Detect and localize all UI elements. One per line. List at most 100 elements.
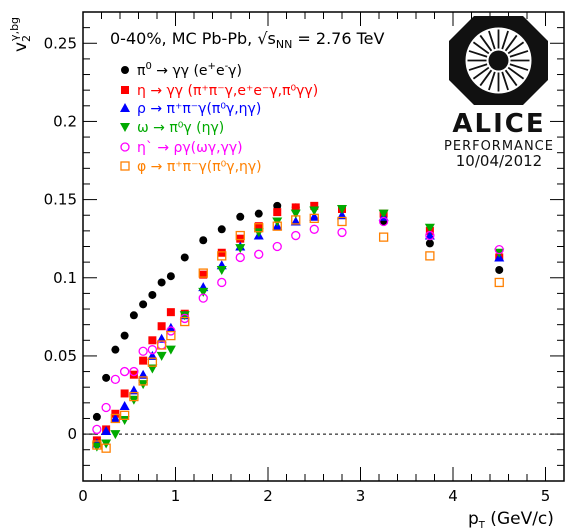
data-point-series-1 [157,322,166,331]
y-tick-label: 0.05 [44,347,77,365]
data-point-series-4 [235,252,245,263]
alice-logo-center [488,50,509,71]
data-point-series-0 [425,239,434,248]
data-point-series-4 [337,227,347,238]
data-point-series-0 [166,272,175,281]
data-point-series-0 [139,300,148,309]
alice-logo-name: ALICE [452,109,545,139]
data-point-series-5 [425,251,435,261]
data-point-series-3 [165,345,176,355]
alice-logo-spoke [488,71,496,91]
data-point-series-5 [166,330,176,341]
data-point-series-3 [337,204,347,214]
data-point-series-3 [156,351,167,361]
data-point-series-0 [199,236,208,245]
data-point-series-0 [129,311,138,320]
chart-annotation: 0-40%, MC Pb-Pb, √sNN = 2.76 TeV [110,29,385,51]
legend-label-pi0: π0 → γγ (e+e-γ) [137,61,242,79]
data-point-series-5 [309,213,319,224]
axis-tick-labels: 0 1 2 3 4 5 0 0.05 0.1 0.15 0.2 0.25 [44,34,551,505]
data-point-series-1 [139,356,148,365]
data-point-series-4 [378,216,389,227]
data-point-series-4 [254,249,264,259]
data-point-series-5 [291,215,301,225]
y-tick-label: 0.25 [44,34,77,52]
data-point-series-0 [254,209,263,218]
data-point-series-3 [424,223,435,233]
data-point-series-3 [198,287,209,297]
data-point-series-2 [309,211,320,221]
data-point-series-3 [253,228,264,238]
data-point-series-0 [120,331,129,340]
data-point-series-5 [378,232,389,242]
alice-logo-spoke [468,63,488,71]
data-point-series-3 [235,244,246,254]
data-point-series-3 [216,265,227,275]
data-point-series-3 [309,206,320,216]
data-point-series-5 [235,230,245,241]
legend-label-etaprime: η` → ργ(ωγ,γγ) [137,140,243,156]
data-point-series-0 [102,373,111,382]
data-point-series-4 [147,345,158,355]
legend-marker-series-5 [120,161,130,171]
data-point-series-4 [217,277,227,288]
data-point-series-4 [166,326,176,336]
data-point-series-5 [138,376,148,386]
alice-logo-spoke [504,69,518,87]
x-tick-label: 2 [263,487,273,505]
data-point-series-0 [273,201,282,210]
y-tick-label: 0 [67,425,77,443]
data-point-series-1 [129,370,138,379]
alice-logo-spoke [507,41,525,55]
data-point-series-0 [495,265,504,274]
alice-logo: ALICE PERFORMANCE 10/04/2012 [444,16,554,170]
data-point-series-5 [110,413,121,424]
alice-logo-subtitle: PERFORMANCE [444,139,554,154]
y-tick-label: 0.15 [44,191,77,209]
data-point-series-4 [138,346,148,356]
legend-label-rho: ρ → π⁺π⁻γ(π⁰γ,ηγ) [137,101,261,117]
data-point-series-4 [110,374,121,385]
data-point-series-5 [494,277,504,288]
data-point-series-5 [156,340,167,350]
data-point-series-5 [119,410,130,420]
legend-marker-series-4 [120,142,130,152]
data-point-series-4 [92,424,102,435]
alice-logo-spoke [509,63,529,71]
data-point-series-1 [217,248,226,257]
data-point-series-4 [272,241,282,252]
alice-logo-date: 10/04/2012 [456,152,542,170]
data-point-series-5 [147,357,158,367]
data-point-series-4 [129,366,139,377]
data-point-series-3 [378,209,389,219]
x-tick-label: 4 [448,487,458,505]
data-point-series-4 [309,224,319,234]
data-point-series-0 [157,278,166,287]
data-point-series-4 [119,366,130,377]
data-point-series-2 [101,425,112,435]
data-point-series-5 [129,391,139,402]
alice-logo-spoke [479,34,493,52]
data-point-series-2 [424,230,435,240]
legend-marker-series-1 [121,86,129,94]
data-point-series-5 [337,216,347,227]
data-point-series-2 [290,216,301,226]
data-point-series-5 [217,251,227,261]
data-point-series-1 [166,308,175,317]
data-point-series-4 [425,230,435,241]
y-tick-label: 0.1 [53,269,77,287]
legend [120,66,130,171]
data-point-series-0 [92,412,101,421]
data-point-series-0 [180,253,189,262]
data-point-series-5 [254,223,264,233]
x-tick-label: 0 [78,487,88,505]
alice-logo-spoke [504,34,518,52]
alice-logo-spoke [472,41,490,55]
alice-logo-spoke [501,30,509,50]
alice-logo-spoke [509,50,529,58]
data-point-series-3 [91,442,102,452]
data-point-series-3 [290,209,301,219]
data-markers [91,201,505,453]
data-point-series-4 [494,244,504,255]
alice-logo-spoke [479,69,493,87]
